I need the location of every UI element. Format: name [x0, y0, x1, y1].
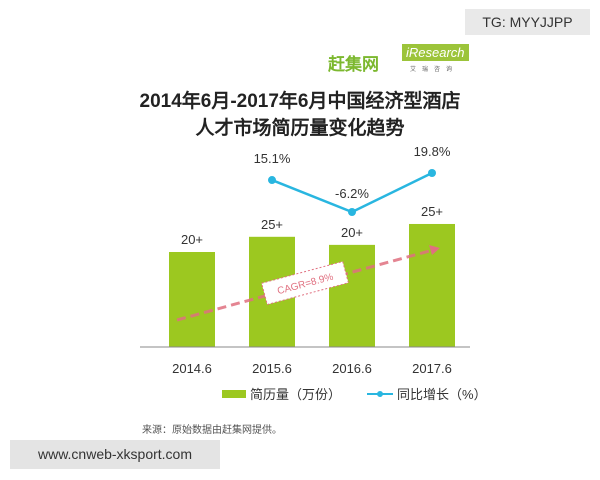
growth-point-2017.6 [428, 169, 436, 177]
bar-2016.6 [329, 244, 375, 347]
ganji-logo: 赶集网 [328, 55, 379, 74]
watermark-top: TG: MYYJJPP [465, 9, 590, 35]
chart-title: 2014年6月-2017年6月中国经济型酒店 人才市场简历量变化趋势 [0, 88, 600, 142]
legend: 简历量（万份） 同比增长（%） [222, 384, 487, 403]
bar-2017.6 [409, 223, 455, 347]
growth-label: 19.8% [414, 144, 451, 159]
iresearch-logo: iResearch [402, 44, 469, 61]
growth-point-2016.6 [348, 208, 356, 216]
x-tick-label: 2017.6 [412, 361, 452, 376]
legend-line-label: 同比增长（%） [397, 387, 487, 402]
legend-line-swatch [367, 390, 394, 397]
source-note: 来源：原始数据由赶集网提供。 [142, 425, 282, 436]
bar-2014.6 [169, 252, 215, 347]
x-tick-label: 2014.6 [172, 361, 212, 376]
legend-bar-label: 简历量（万份） [250, 387, 342, 402]
x-tick-label: 2015.6 [252, 361, 292, 376]
legend-item-bar: 简历量（万份） [222, 384, 341, 403]
x-tick-label: 2016.6 [332, 361, 372, 376]
growth-label: -6.2% [335, 186, 369, 201]
watermark-bottom: www.cnweb-xksport.com [10, 440, 220, 469]
bar-label: 20+ [181, 232, 203, 247]
bar-label: 25+ [421, 204, 443, 219]
bar-label: 20+ [341, 225, 363, 240]
chart-title-line-1: 2014年6月-2017年6月中国经济型酒店 [139, 91, 461, 112]
legend-item-line: 同比增长（%） [367, 384, 487, 403]
growth-point-2015.6 [268, 176, 276, 185]
cagr-arrowhead [429, 245, 440, 255]
growth-label: 15.1% [254, 151, 291, 166]
legend-bar-swatch [222, 389, 246, 398]
bar-label: 25+ [261, 217, 283, 232]
iresearch-logo-sub: 艾瑞咨询 [410, 67, 459, 73]
chart-title-line-2: 人才市场简历量变化趋势 [195, 118, 405, 139]
